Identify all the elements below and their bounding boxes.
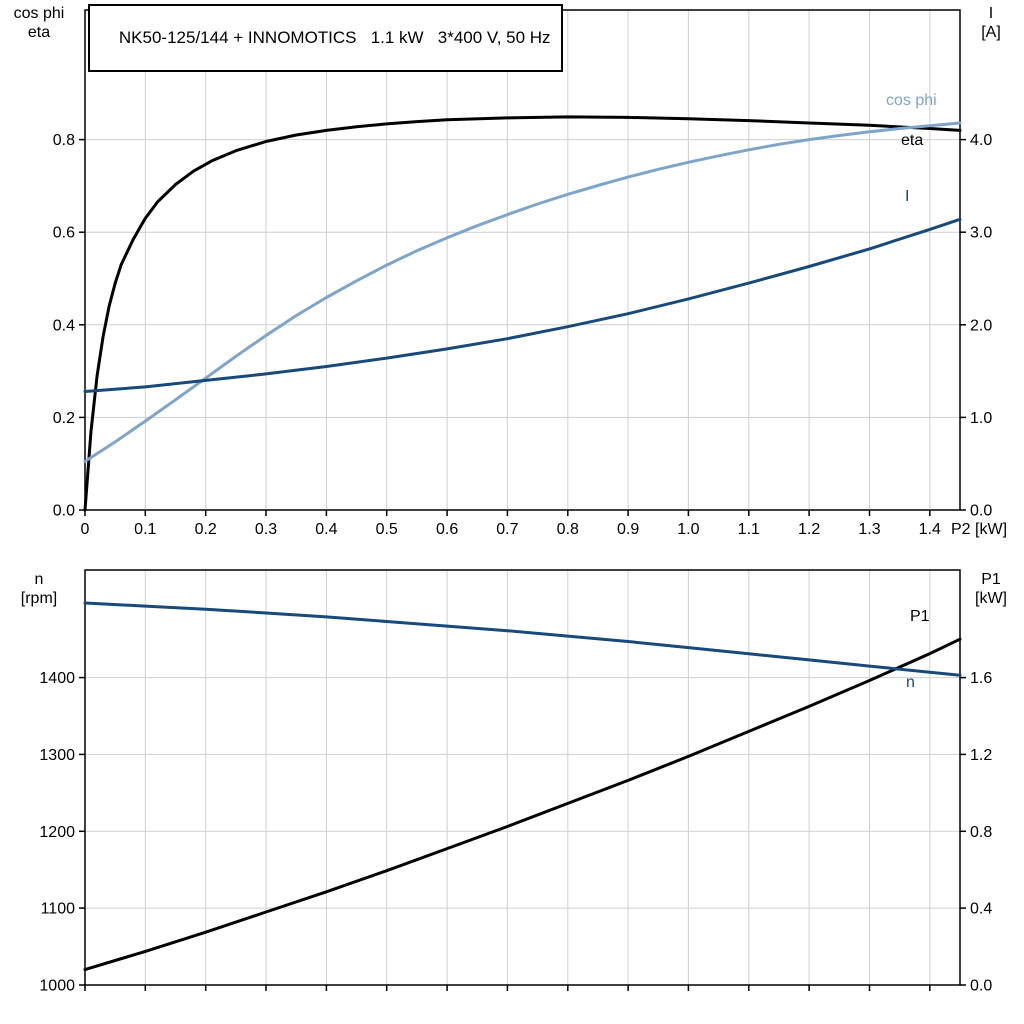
chart-title-box: NK50-125/144 + INNOMOTICS 1.1 kW 3*400 V… (88, 4, 563, 72)
bottom-right-axis-label-line2: [kW] (975, 590, 1007, 607)
right-tick-label: 2.0 (970, 317, 992, 334)
bottom-left-axis-label: n [rpm] (2, 570, 76, 608)
top-left-axis-label-line1: cos phi (13, 5, 65, 22)
left-tick-label: 1200 (39, 824, 75, 841)
left-tick-label: 0.4 (53, 317, 75, 334)
left-tick-label: 1300 (39, 747, 75, 764)
curve-label-current: I (905, 188, 910, 205)
series-I-curve (83, 217, 962, 393)
x-tick-label: 0 (81, 521, 90, 538)
right-tick-label: 0.4 (970, 901, 992, 918)
x-tick-label: 0.2 (195, 521, 217, 538)
x-tick-label: 0.3 (255, 521, 277, 538)
bottom-left-axis-label-line1: n (34, 571, 44, 588)
curve-label-n: n (906, 674, 915, 691)
series-n-curve (83, 601, 962, 677)
curve-label-cos-phi: cos phi (886, 92, 937, 109)
x-axis-unit-label: P2 [kW] (951, 521, 1008, 538)
left-tick-label: 1100 (41, 901, 76, 918)
series-cos-phi-curve (83, 121, 962, 463)
right-tick-label: 0.8 (970, 824, 992, 841)
series-eta-curve (83, 115, 962, 512)
x-tick-label: 0.9 (617, 521, 639, 538)
x-tick-label: 1.3 (858, 521, 880, 538)
left-tick-label: 0.6 (53, 225, 75, 242)
x-tick-label: 0.8 (557, 521, 579, 538)
x-tick-label: 1.0 (677, 521, 699, 538)
x-tick-label: 0.1 (134, 521, 156, 538)
x-tick-label: 0.6 (436, 521, 458, 538)
right-tick-label: 0.0 (970, 503, 992, 520)
top-left-axis-label-line2: eta (27, 24, 51, 41)
left-tick-label: 1000 (39, 978, 75, 995)
right-tick-label: 3.0 (970, 225, 992, 242)
x-tick-label: 0.4 (315, 521, 337, 538)
bottom-left-axis-label-line2: [rpm] (20, 590, 58, 607)
left-tick-label: 1400 (39, 670, 75, 687)
curve-label-eta: eta (901, 132, 924, 149)
right-tick-label: 1.6 (970, 670, 992, 687)
left-tick-label: 0.0 (53, 503, 75, 520)
bottom-right-axis-label: P1 [kW] (962, 570, 1020, 608)
right-tick-label: 4.0 (970, 132, 992, 149)
x-tick-label: 1.4 (919, 521, 941, 538)
right-tick-label: 1.0 (970, 410, 992, 427)
chart-title: NK50-125/144 + INNOMOTICS 1.1 kW 3*400 V… (118, 28, 551, 47)
x-tick-label: 0.7 (496, 521, 518, 538)
left-tick-label: 0.8 (53, 132, 75, 149)
top-right-axis-label-line2: [A] (981, 24, 1001, 41)
x-tick-label: 0.5 (376, 521, 398, 538)
plot-border (84, 569, 961, 986)
left-tick-label: 0.2 (53, 410, 75, 427)
top-right-axis-label: I [A] (966, 4, 1016, 42)
top-right-axis-label-line1: I (988, 5, 994, 22)
series-P1-curve (83, 637, 962, 972)
bottom-right-axis-label-line1: P1 (981, 571, 1001, 588)
right-tick-label: 1.2 (970, 747, 992, 764)
top-left-axis-label: cos phi eta (4, 4, 74, 42)
curve-label-p1: P1 (910, 608, 930, 625)
right-tick-label: 0.0 (970, 978, 992, 995)
x-tick-label: 1.1 (738, 521, 760, 538)
x-tick-label: 1.2 (798, 521, 820, 538)
